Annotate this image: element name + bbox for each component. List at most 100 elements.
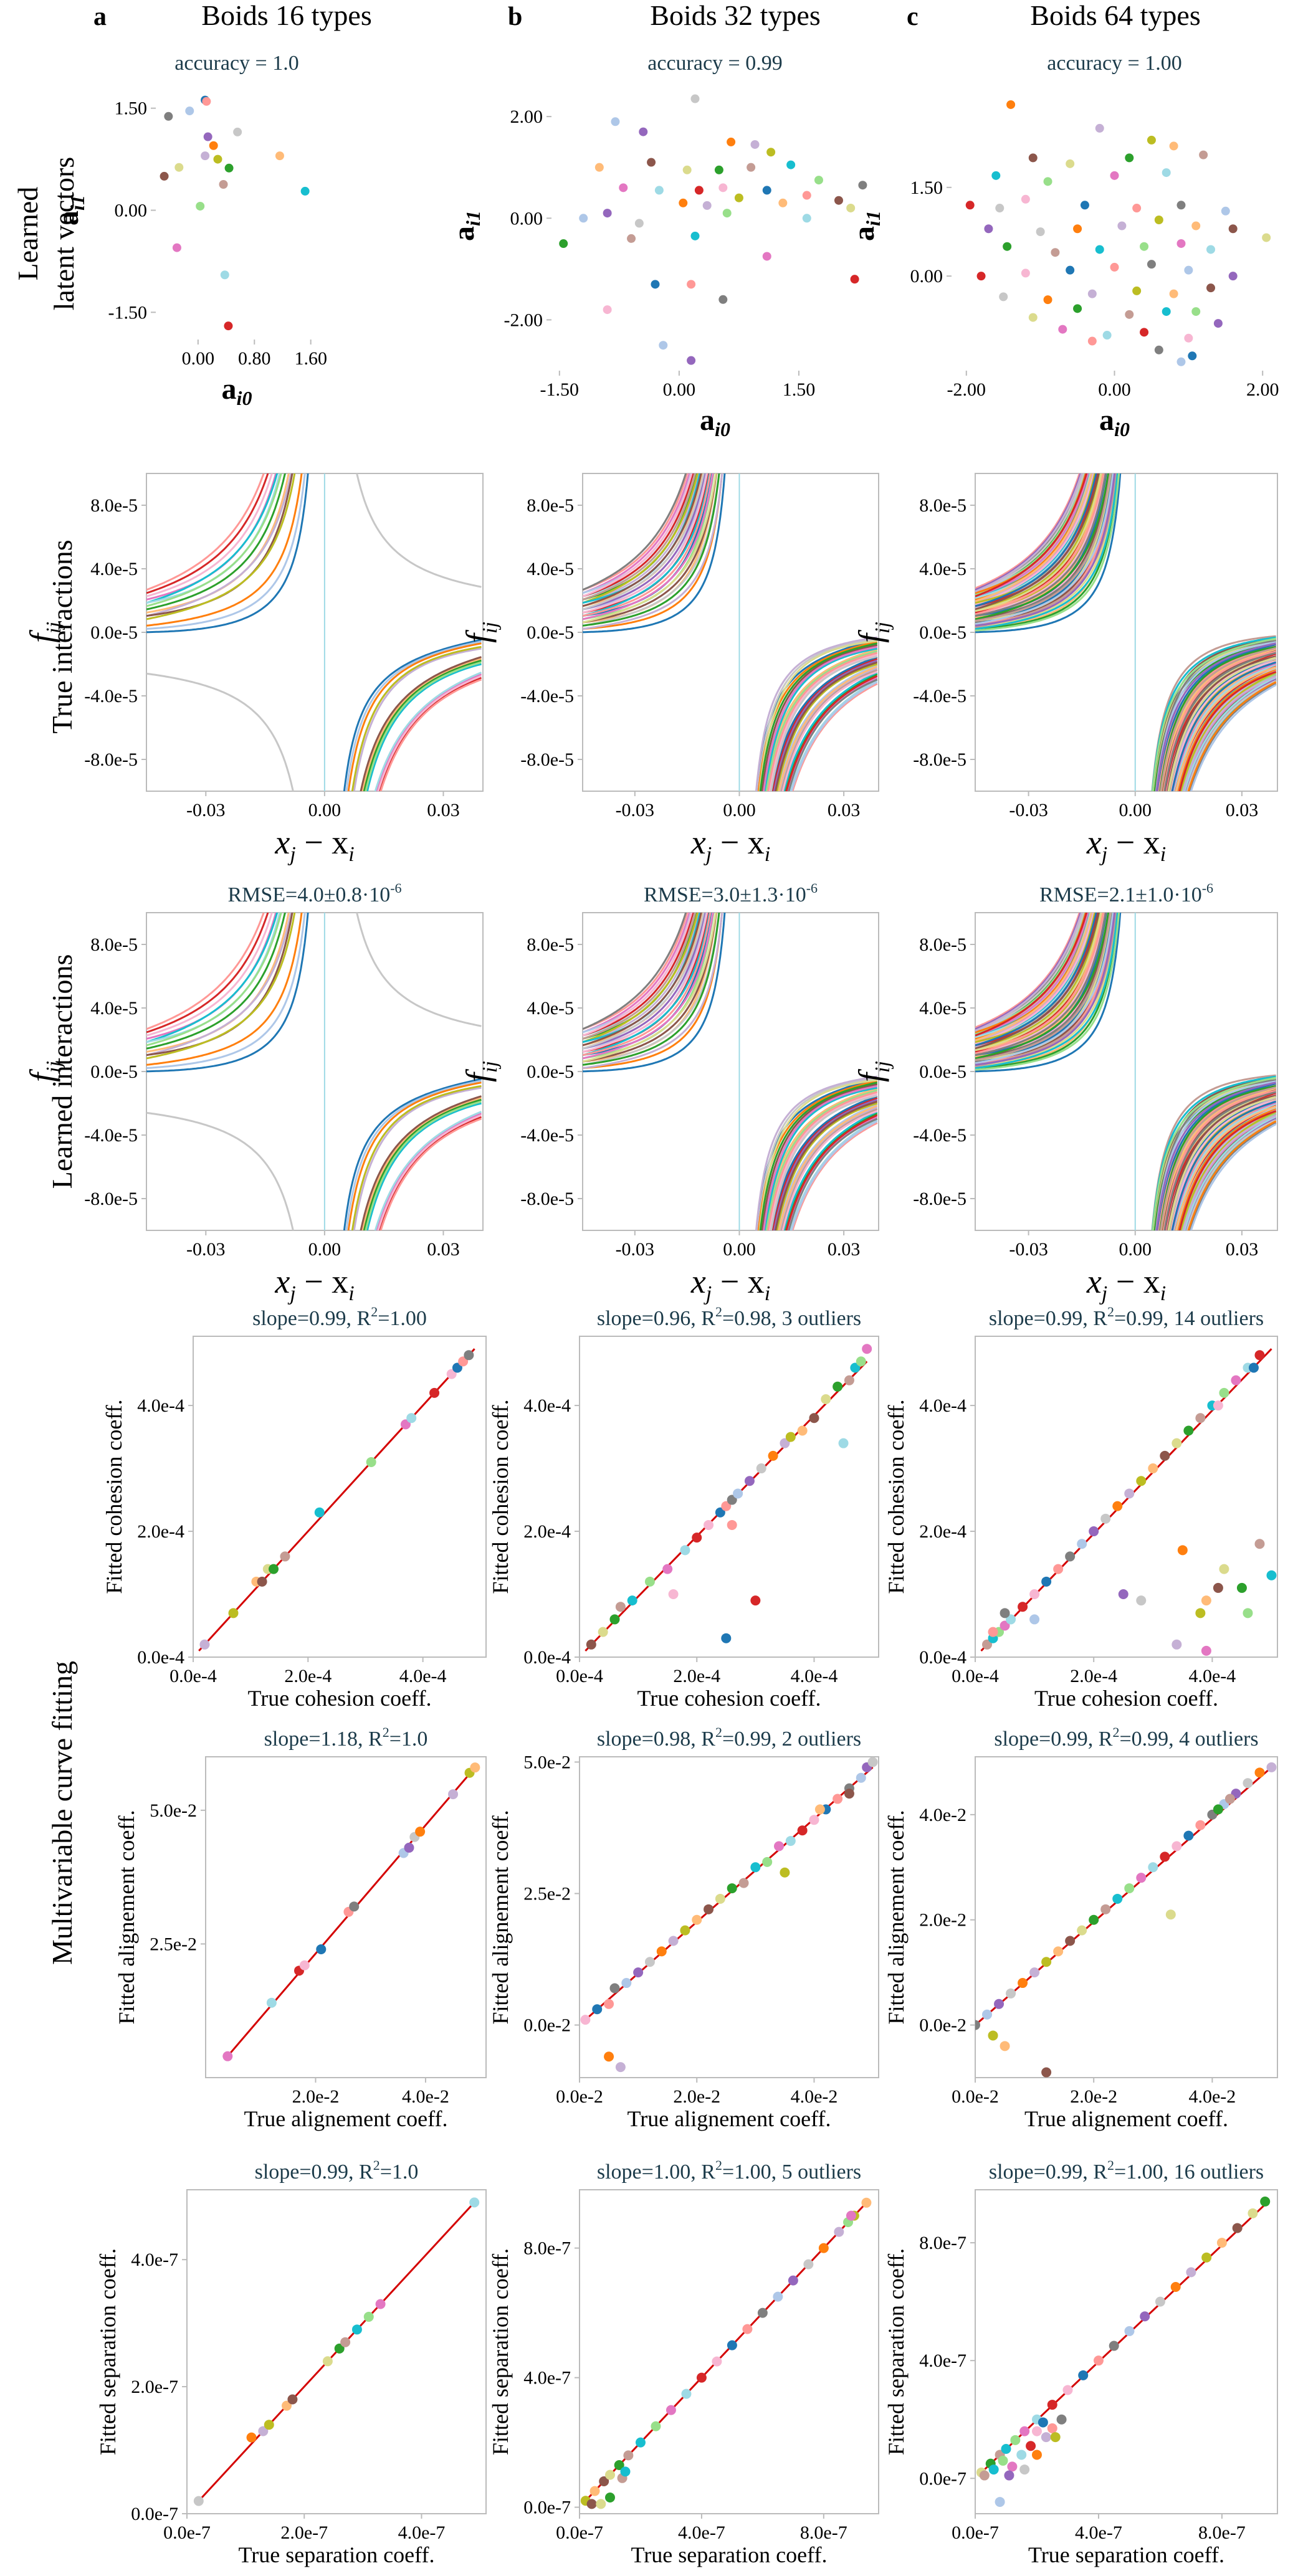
data-point xyxy=(580,2015,591,2025)
interaction-curve xyxy=(1186,1119,1277,1230)
y-axis-label: Fitted separation coeff. xyxy=(488,2248,513,2455)
interaction-curve xyxy=(1163,652,1277,791)
data-point xyxy=(838,1438,849,1448)
x-axis-label: xj − xi xyxy=(690,824,770,866)
data-point xyxy=(1260,2196,1271,2207)
data-point xyxy=(1041,2067,1052,2078)
y-tick-label: 4.0e-5 xyxy=(90,559,138,579)
x-tick-label: 2.00 xyxy=(1246,379,1279,400)
plot-frame xyxy=(579,1756,879,2078)
data-point xyxy=(1010,2435,1021,2445)
data-point xyxy=(1041,1957,1052,1967)
chart-title: accuracy = 0.99 xyxy=(647,52,782,75)
interaction-curve xyxy=(975,473,1114,625)
data-point xyxy=(609,1983,620,1994)
data-point xyxy=(690,231,700,240)
plot-frame xyxy=(975,2189,1278,2514)
y-tick-label: 0.00 xyxy=(910,266,943,287)
data-point xyxy=(452,1362,462,1373)
data-point xyxy=(1031,2450,1042,2460)
interaction-curve xyxy=(583,473,705,611)
x-tick-label: 0.03 xyxy=(1226,1239,1259,1260)
y-tick-label: -4.0e-5 xyxy=(84,1125,138,1146)
data-point xyxy=(1254,1350,1265,1361)
interaction-curve xyxy=(773,659,878,791)
interaction-curve xyxy=(146,473,279,604)
x-axis-label: ai0 xyxy=(1099,404,1130,440)
interaction-curve xyxy=(975,473,1089,597)
data-point xyxy=(1177,1545,1188,1556)
x-tick-label: 2.0e-2 xyxy=(292,2086,340,2107)
chart-alignment-c: 0.0e-2 2.0e-2 4.0e-2 0.0e-2 2.0e-2 4.0e-2 slop… xyxy=(884,1724,1278,2131)
interaction-curve xyxy=(1163,1090,1277,1230)
data-point xyxy=(1136,1476,1147,1486)
data-point xyxy=(1165,1909,1176,1920)
x-tick-label: 0.03 xyxy=(427,1239,460,1260)
data-point xyxy=(858,181,867,190)
x-tick-label: -0.03 xyxy=(616,800,655,820)
col-b-title: Boids 32 types xyxy=(650,0,820,31)
data-point xyxy=(750,1595,761,1606)
x-axis-label: xj − xi xyxy=(274,1263,354,1305)
data-point xyxy=(1036,227,1045,236)
chart-latent-a: 0.00 0.80 1.60 -1.50 0.00 1.50 accuracy = 1.0 a… xyxy=(52,52,327,409)
y-tick-label: 4.0e-5 xyxy=(919,998,966,1019)
interaction-curve xyxy=(975,913,1097,1047)
data-point xyxy=(654,186,664,195)
data-point xyxy=(721,1633,732,1643)
data-point xyxy=(592,2004,603,2015)
interaction-curve xyxy=(583,913,706,1050)
data-point xyxy=(1043,177,1052,186)
y-tick-label: 0.0e-5 xyxy=(90,622,138,643)
interaction-curve xyxy=(146,913,292,1057)
data-point xyxy=(1219,1387,1229,1398)
data-point xyxy=(446,1369,457,1379)
x-tick-label: 0.0e-4 xyxy=(556,1666,603,1686)
interaction-curve xyxy=(345,1080,482,1230)
y-tick-label: 5.0e-2 xyxy=(150,1800,197,1821)
data-point xyxy=(1162,168,1171,178)
data-point xyxy=(213,154,222,164)
interaction-curve xyxy=(1182,1115,1277,1230)
interaction-curve xyxy=(1152,1077,1276,1230)
data-point xyxy=(603,305,612,315)
interaction-curve xyxy=(790,1120,878,1230)
y-tick-label: 4.0e-7 xyxy=(523,2368,571,2388)
interaction-curve xyxy=(975,913,1084,1032)
interaction-curve xyxy=(1160,1086,1277,1230)
data-point xyxy=(1073,224,1082,234)
y-tick-label: 4.0e-5 xyxy=(527,998,574,1019)
data-point xyxy=(193,2496,204,2506)
data-point xyxy=(340,2337,351,2347)
y-axis-label: fij xyxy=(852,1061,894,1082)
interaction-curve xyxy=(975,473,1088,597)
data-point xyxy=(604,2051,614,2062)
x-tick-label: 0.0e-4 xyxy=(952,1666,999,1686)
data-point xyxy=(1262,233,1271,242)
data-point xyxy=(1155,2296,1165,2307)
interaction-curve xyxy=(1167,655,1277,791)
data-point xyxy=(1236,1582,1247,1593)
data-point xyxy=(196,201,205,211)
data-point xyxy=(1029,1967,1040,1978)
data-point xyxy=(164,112,173,121)
data-point xyxy=(1140,328,1149,337)
interaction-curve xyxy=(347,1081,482,1230)
data-point xyxy=(809,1815,819,1825)
interaction-curve xyxy=(975,473,1092,602)
interaction-curve xyxy=(361,1097,482,1230)
interaction-curve xyxy=(775,661,878,791)
interaction-curve xyxy=(975,913,1114,1065)
data-point xyxy=(1050,2432,1061,2443)
data-point xyxy=(220,270,229,280)
data-point xyxy=(201,151,210,161)
interaction-curve xyxy=(146,473,303,627)
interaction-curve xyxy=(361,658,482,791)
data-point xyxy=(1191,221,1201,231)
data-point xyxy=(586,2499,597,2509)
interaction-curve xyxy=(975,473,1105,615)
plot-area xyxy=(222,1762,480,2061)
y-tick-label: -2.00 xyxy=(504,310,543,330)
data-point xyxy=(668,1936,679,1946)
interaction-curve xyxy=(779,1106,878,1230)
